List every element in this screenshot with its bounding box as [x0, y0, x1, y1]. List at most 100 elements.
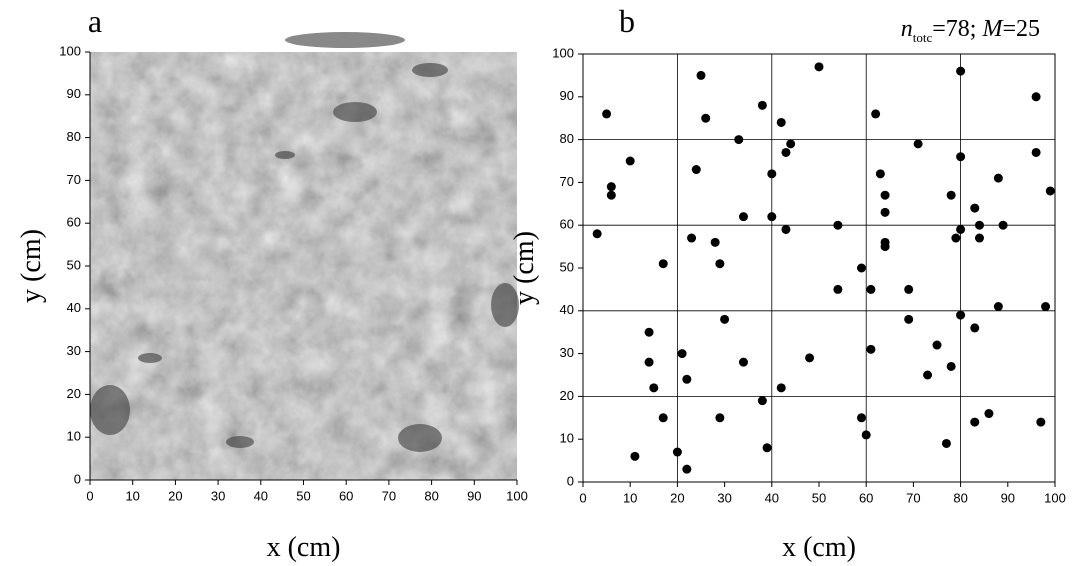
- x-tick-label: 0: [86, 488, 93, 503]
- point: [880, 242, 890, 252]
- point: [649, 383, 659, 393]
- point: [677, 349, 687, 359]
- point: [1036, 417, 1046, 427]
- x-tick-label: 10: [623, 490, 637, 505]
- point: [913, 139, 923, 149]
- x-tick-label: 40: [765, 490, 779, 505]
- y-tick-label: 80: [67, 129, 81, 144]
- point: [757, 100, 767, 110]
- point: [923, 370, 933, 380]
- point: [715, 259, 725, 269]
- point: [856, 413, 866, 423]
- x-tick-label: 40: [254, 488, 268, 503]
- y-tick-label: 30: [560, 345, 574, 360]
- y-tick-label: 30: [67, 343, 81, 358]
- point: [644, 327, 654, 337]
- point: [956, 66, 966, 76]
- point: [946, 190, 956, 200]
- point: [861, 430, 871, 440]
- point: [833, 284, 843, 294]
- y-tick-label: 0: [567, 473, 574, 488]
- point: [805, 353, 815, 363]
- point: [781, 147, 791, 157]
- point: [625, 156, 635, 166]
- x-tick-label: 20: [168, 488, 182, 503]
- x-tick-label: 30: [717, 490, 731, 505]
- point: [904, 314, 914, 324]
- point: [710, 237, 720, 247]
- point: [814, 62, 824, 72]
- point: [1031, 147, 1041, 157]
- y-tick-label: 0: [74, 471, 81, 486]
- x-axis-label: x (cm): [782, 532, 856, 563]
- point: [687, 233, 697, 243]
- y-tick-label: 60: [560, 217, 574, 232]
- point: [658, 259, 668, 269]
- x-tick-label: 100: [506, 488, 528, 503]
- point: [998, 220, 1008, 230]
- photo-spot: [138, 353, 162, 363]
- y-tick-label: 100: [59, 43, 81, 58]
- point: [1045, 186, 1055, 196]
- point: [956, 310, 966, 320]
- x-tick-label: 20: [670, 490, 684, 505]
- photo-spot: [412, 63, 448, 77]
- point: [767, 212, 777, 222]
- point: [776, 117, 786, 127]
- y-tick-label: 80: [560, 131, 574, 146]
- y-tick-label: 20: [560, 388, 574, 403]
- x-tick-label: 60: [339, 488, 353, 503]
- point: [941, 438, 951, 448]
- y-tick-label: 40: [67, 300, 81, 315]
- photo-spot: [226, 436, 254, 448]
- point: [880, 207, 890, 217]
- x-tick-label: 80: [953, 490, 967, 505]
- point: [776, 383, 786, 393]
- y-axis-label: y (cm): [16, 229, 47, 303]
- point: [956, 152, 966, 162]
- point: [956, 224, 966, 234]
- y-tick-label: 100: [552, 45, 574, 60]
- point: [1031, 92, 1041, 102]
- point: [875, 169, 885, 179]
- point: [630, 451, 640, 461]
- point: [738, 212, 748, 222]
- x-tick-label: 60: [859, 490, 873, 505]
- point: [781, 224, 791, 234]
- x-tick-label: 100: [1044, 490, 1066, 505]
- y-tick-label: 90: [67, 86, 81, 101]
- point: [993, 173, 1003, 183]
- x-tick-label: 70: [906, 490, 920, 505]
- y-tick-label: 90: [560, 88, 574, 103]
- annotation-part: =25: [1002, 16, 1040, 42]
- y-tick-label: 10: [67, 429, 81, 444]
- y-tick-label: 10: [560, 431, 574, 446]
- annotation-part: totc: [913, 30, 933, 45]
- panel-letter: b: [619, 3, 635, 39]
- point: [951, 233, 961, 243]
- photo-spot: [398, 424, 442, 452]
- point: [606, 182, 616, 192]
- photo-spot: [90, 385, 130, 435]
- point: [691, 165, 701, 175]
- point: [970, 417, 980, 427]
- point: [866, 344, 876, 354]
- point: [974, 233, 984, 243]
- point: [880, 190, 890, 200]
- y-axis-label: y (cm): [509, 231, 540, 305]
- point: [696, 70, 706, 80]
- plot-frame: [582, 53, 1056, 483]
- x-tick-label: 50: [812, 490, 826, 505]
- point: [658, 413, 668, 423]
- point: [672, 447, 682, 457]
- point: [1041, 302, 1051, 312]
- annotation-part: M: [981, 16, 1004, 42]
- photo-spot: [333, 102, 377, 122]
- photo-spot: [491, 283, 519, 327]
- point: [757, 396, 767, 406]
- point: [946, 361, 956, 371]
- point: [682, 464, 692, 474]
- point: [984, 409, 994, 419]
- x-tick-label: 70: [382, 488, 396, 503]
- point: [970, 203, 980, 213]
